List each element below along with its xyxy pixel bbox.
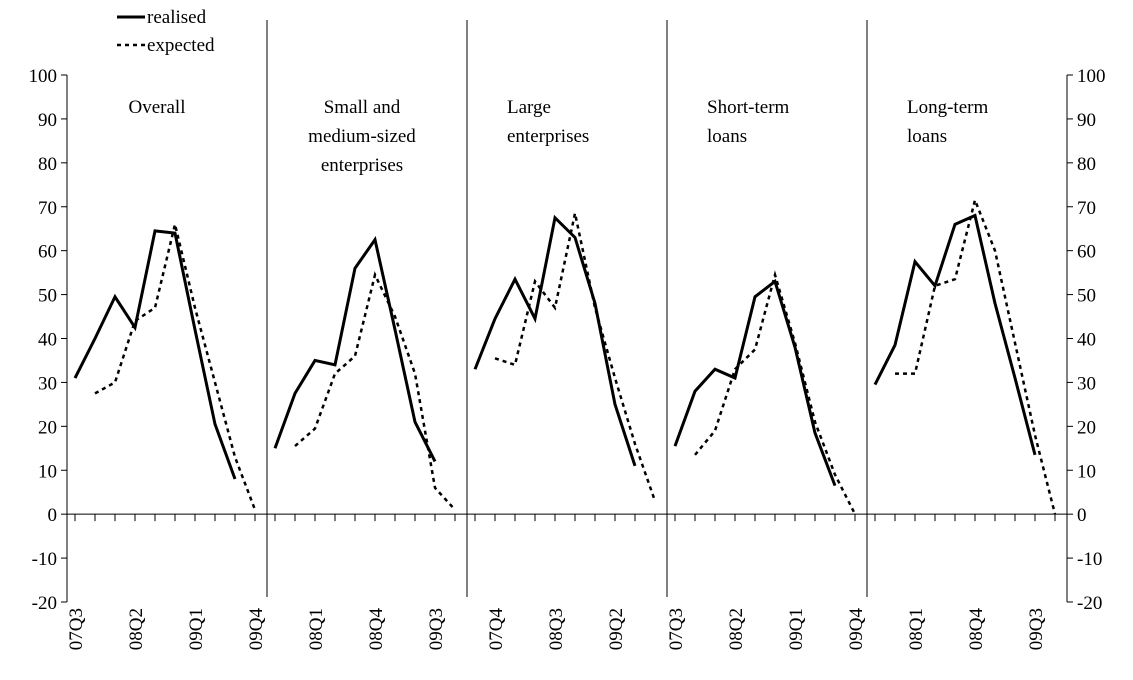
x-tick-label: 08Q1 <box>306 608 327 650</box>
y-tick-label: -20 <box>32 593 57 614</box>
x-tick-label: 08Q2 <box>126 608 147 650</box>
panel-title: Long-term <box>907 97 988 118</box>
line-series <box>895 196 1057 515</box>
panel-title: Overall <box>129 97 186 118</box>
y-tick-label: 10 <box>38 461 57 482</box>
panel-title: medium-sized <box>308 126 416 147</box>
panel-title: loans <box>907 126 947 147</box>
y-tick-label: 80 <box>38 154 57 175</box>
legend-label: expected <box>147 35 215 56</box>
y-tick-label: 10 <box>1077 461 1096 482</box>
y-tick-label: 0 <box>48 505 58 526</box>
x-tick-label: 08Q3 <box>546 608 567 650</box>
x-tick-label: 09Q4 <box>846 608 867 651</box>
line-series <box>73 229 237 480</box>
y-tick-label: 70 <box>1077 198 1096 219</box>
line-series <box>873 213 1037 456</box>
panel-title: enterprises <box>507 126 589 147</box>
y-tick-label: 20 <box>1077 417 1096 438</box>
y-tick-label: 90 <box>1077 110 1096 131</box>
line-series <box>294 271 456 511</box>
x-tick-label: 09Q4 <box>246 608 267 651</box>
x-tick-label: 09Q1 <box>186 608 207 650</box>
line-series <box>494 213 657 502</box>
y-tick-label: 0 <box>1077 505 1087 526</box>
y-tick-label: 60 <box>38 242 57 263</box>
y-tick-label: -20 <box>1077 593 1102 614</box>
y-tick-label: 70 <box>38 198 57 219</box>
legend-label: realised <box>147 7 207 28</box>
y-tick-label: 40 <box>1077 330 1096 351</box>
y-tick-label: 30 <box>38 373 57 394</box>
y-tick-label: 40 <box>38 330 57 351</box>
panel-title: Small and <box>324 97 401 118</box>
y-tick-label: -10 <box>32 549 57 570</box>
panel-title: Large <box>507 97 551 118</box>
line-series <box>273 236 437 463</box>
x-tick-label: 09Q1 <box>786 608 807 650</box>
panel-title: enterprises <box>321 155 403 176</box>
x-tick-label: 07Q4 <box>486 608 507 651</box>
x-tick-label: 08Q1 <box>906 608 927 650</box>
line-series <box>694 270 857 515</box>
line-series <box>673 278 837 487</box>
x-tick-label: 09Q3 <box>426 608 447 650</box>
x-tick-label: 07Q3 <box>66 608 87 650</box>
x-tick-label: 08Q4 <box>966 608 987 651</box>
panel-title: Short-term <box>707 97 790 118</box>
x-tick-label: 08Q4 <box>366 608 387 651</box>
y-tick-label: 30 <box>1077 373 1096 394</box>
x-tick-label: 09Q3 <box>1026 608 1047 650</box>
line-series <box>473 214 637 467</box>
y-tick-label: 100 <box>1077 66 1106 87</box>
y-tick-label: 60 <box>1077 242 1096 263</box>
y-tick-label: 80 <box>1077 154 1096 175</box>
x-tick-label: 07Q3 <box>666 608 687 650</box>
y-tick-label: 50 <box>1077 286 1096 307</box>
line-series <box>94 224 257 511</box>
y-tick-label: 50 <box>38 286 57 307</box>
y-tick-label: 20 <box>38 417 57 438</box>
y-tick-label: -10 <box>1077 549 1102 570</box>
y-tick-label: 90 <box>38 110 57 131</box>
x-tick-label: 09Q2 <box>606 608 627 650</box>
x-tick-label: 08Q2 <box>726 608 747 650</box>
y-tick-label: 100 <box>29 66 58 87</box>
panel-title: loans <box>707 126 747 147</box>
